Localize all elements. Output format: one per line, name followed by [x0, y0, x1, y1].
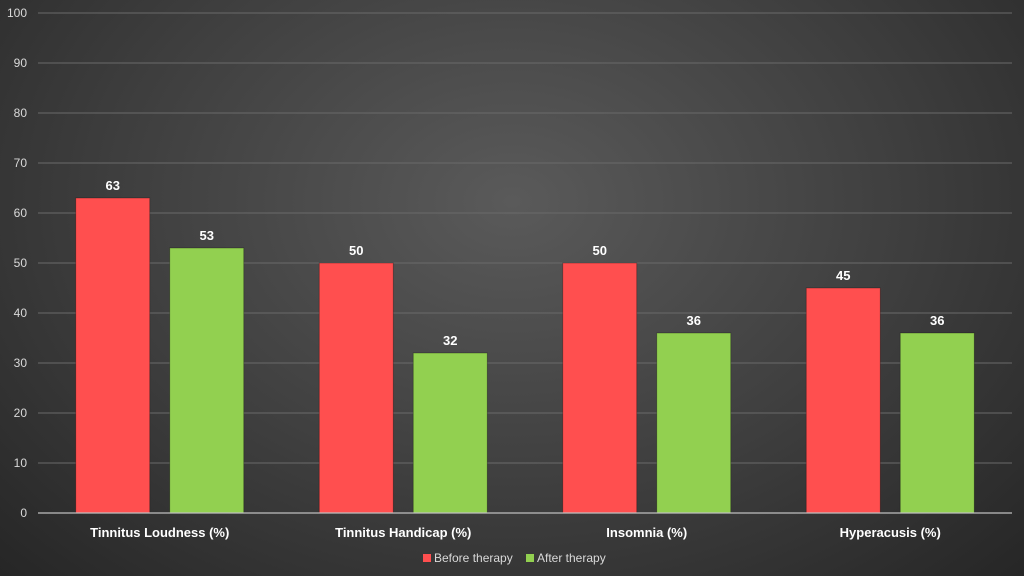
- y-tick-label: 100: [7, 6, 27, 20]
- data-label: 53: [200, 228, 214, 243]
- bar-after-0: [169, 247, 245, 514]
- data-label: 36: [687, 313, 701, 328]
- legend: Before therapy After therapy: [423, 551, 606, 565]
- bar-after-1: [412, 352, 488, 514]
- bar-before-3: [805, 287, 881, 514]
- data-label: 50: [593, 243, 607, 258]
- bar-after-3: [899, 332, 975, 514]
- data-label: 32: [443, 333, 457, 348]
- y-tick-label: 0: [20, 506, 27, 520]
- y-tick-label: 30: [14, 356, 28, 370]
- x-category-label: Tinnitus Loudness (%): [90, 525, 229, 540]
- y-tick-label: 90: [14, 56, 28, 70]
- data-label: 36: [930, 313, 944, 328]
- y-axis: 0 10 20 30 40 50 60 70 80 90 100: [7, 6, 27, 520]
- x-category-label: Hyperacusis (%): [840, 525, 941, 540]
- y-tick-label: 40: [14, 306, 28, 320]
- bar-before-1: [318, 262, 394, 514]
- bar-after-2: [656, 332, 732, 514]
- x-axis: Tinnitus Loudness (%) Tinnitus Handicap (…: [38, 512, 1012, 540]
- x-category-label: Tinnitus Handicap (%): [335, 525, 471, 540]
- legend-swatch: [423, 554, 431, 562]
- y-tick-label: 60: [14, 206, 28, 220]
- data-label: 50: [349, 243, 363, 258]
- bar-before-0: [75, 197, 151, 514]
- data-label: 45: [836, 268, 850, 283]
- legend-label: After therapy: [537, 551, 606, 565]
- data-label: 63: [106, 178, 120, 193]
- y-tick-label: 10: [14, 456, 28, 470]
- legend-swatch: [526, 554, 534, 562]
- legend-label: Before therapy: [434, 551, 513, 565]
- y-tick-label: 80: [14, 106, 28, 120]
- bar-before-2: [562, 262, 638, 514]
- y-tick-label: 20: [14, 406, 28, 420]
- y-tick-label: 50: [14, 256, 28, 270]
- bars: 63 53 50 32 50 36 45 36: [75, 178, 975, 514]
- y-tick-label: 70: [14, 156, 28, 170]
- x-category-label: Insomnia (%): [606, 525, 687, 540]
